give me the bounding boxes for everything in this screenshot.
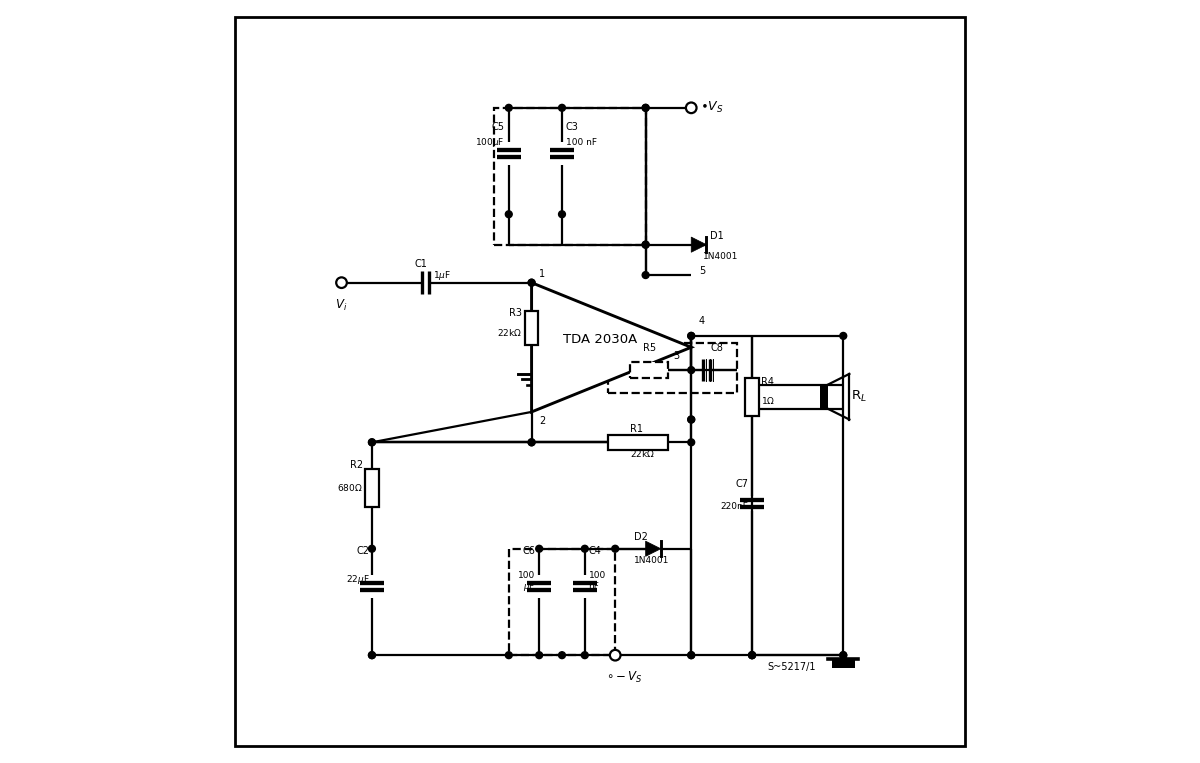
Circle shape xyxy=(642,241,649,248)
Circle shape xyxy=(535,652,542,658)
Circle shape xyxy=(528,279,535,286)
Text: $\mu$F: $\mu$F xyxy=(523,580,535,594)
Text: R2: R2 xyxy=(349,460,362,470)
Text: C5: C5 xyxy=(492,122,505,132)
Text: D2: D2 xyxy=(635,533,648,542)
Bar xyxy=(630,362,668,378)
Text: 22k$\Omega$: 22k$\Omega$ xyxy=(630,448,655,459)
Circle shape xyxy=(688,416,695,423)
Circle shape xyxy=(535,546,542,552)
Polygon shape xyxy=(532,282,691,412)
Text: C2: C2 xyxy=(356,546,370,556)
Text: 100: 100 xyxy=(588,571,606,580)
Circle shape xyxy=(840,652,847,658)
Text: 220nF: 220nF xyxy=(720,503,749,511)
Circle shape xyxy=(528,279,535,286)
Circle shape xyxy=(368,652,376,658)
Circle shape xyxy=(505,211,512,217)
Text: nF: nF xyxy=(588,582,600,591)
Circle shape xyxy=(688,333,695,340)
Text: D1: D1 xyxy=(710,230,724,240)
Text: 22k$\Omega$: 22k$\Omega$ xyxy=(497,327,522,337)
Text: 5: 5 xyxy=(698,266,706,276)
Text: 1N4001: 1N4001 xyxy=(703,252,738,260)
Circle shape xyxy=(688,367,695,374)
Bar xyxy=(607,435,668,449)
Text: C3: C3 xyxy=(565,122,578,132)
Circle shape xyxy=(688,416,695,423)
Circle shape xyxy=(688,652,695,658)
Text: 1$\Omega$: 1$\Omega$ xyxy=(761,395,775,406)
Circle shape xyxy=(505,105,512,111)
Text: C7: C7 xyxy=(736,479,749,489)
Circle shape xyxy=(368,546,376,552)
Text: R5: R5 xyxy=(643,343,656,353)
Text: 100$\mu$F: 100$\mu$F xyxy=(475,136,505,149)
Circle shape xyxy=(840,333,847,340)
Text: $\bullet V_S$: $\bullet V_S$ xyxy=(701,100,724,115)
Circle shape xyxy=(558,105,565,111)
Text: C1: C1 xyxy=(415,259,427,269)
Circle shape xyxy=(505,652,512,658)
Bar xyxy=(832,659,854,668)
Text: TDA 2030A: TDA 2030A xyxy=(563,333,637,346)
Circle shape xyxy=(368,652,376,658)
Text: R$_L$: R$_L$ xyxy=(851,389,866,404)
Text: 100 nF: 100 nF xyxy=(565,137,596,146)
Circle shape xyxy=(642,105,649,111)
Circle shape xyxy=(642,241,649,248)
Bar xyxy=(365,469,379,507)
Text: C4: C4 xyxy=(588,546,601,556)
Circle shape xyxy=(558,211,565,217)
Circle shape xyxy=(840,652,847,658)
Text: 1: 1 xyxy=(539,269,545,278)
Polygon shape xyxy=(646,541,661,556)
Text: 3: 3 xyxy=(673,351,680,361)
Circle shape xyxy=(368,439,376,446)
Circle shape xyxy=(336,277,347,288)
Circle shape xyxy=(688,333,695,340)
Bar xyxy=(821,385,828,409)
Circle shape xyxy=(528,439,535,446)
Circle shape xyxy=(749,652,756,658)
Circle shape xyxy=(688,652,695,658)
Text: 1N4001: 1N4001 xyxy=(635,555,670,565)
Circle shape xyxy=(749,652,756,658)
Text: $\circ -V_S$: $\circ -V_S$ xyxy=(606,671,643,685)
Circle shape xyxy=(368,439,376,446)
Bar xyxy=(607,343,737,393)
Circle shape xyxy=(642,105,649,111)
Circle shape xyxy=(558,652,565,658)
Circle shape xyxy=(612,546,619,552)
Text: $V_i$: $V_i$ xyxy=(335,298,348,313)
Circle shape xyxy=(642,272,649,278)
Text: 100: 100 xyxy=(518,571,535,580)
Text: C6: C6 xyxy=(522,546,535,556)
Text: S~5217/1: S~5217/1 xyxy=(767,662,816,671)
Bar xyxy=(745,378,758,416)
Circle shape xyxy=(581,652,588,658)
Bar xyxy=(509,549,616,655)
Bar xyxy=(493,108,646,245)
Text: 1$\mu$F: 1$\mu$F xyxy=(433,269,451,282)
FancyBboxPatch shape xyxy=(235,17,965,746)
Circle shape xyxy=(686,102,696,113)
Text: 4: 4 xyxy=(698,316,704,326)
Text: C8: C8 xyxy=(710,343,724,353)
Circle shape xyxy=(581,546,588,552)
Circle shape xyxy=(688,439,695,446)
Circle shape xyxy=(528,439,535,446)
Text: 680$\Omega$: 680$\Omega$ xyxy=(337,482,362,494)
Bar xyxy=(524,311,539,346)
Text: R4: R4 xyxy=(761,376,774,387)
Circle shape xyxy=(610,650,620,661)
Text: 22$\mu$F: 22$\mu$F xyxy=(346,573,370,586)
Circle shape xyxy=(749,652,756,658)
Text: 2: 2 xyxy=(539,416,546,426)
Text: R3: R3 xyxy=(510,308,522,318)
Polygon shape xyxy=(691,237,707,253)
Text: R1: R1 xyxy=(630,423,643,433)
